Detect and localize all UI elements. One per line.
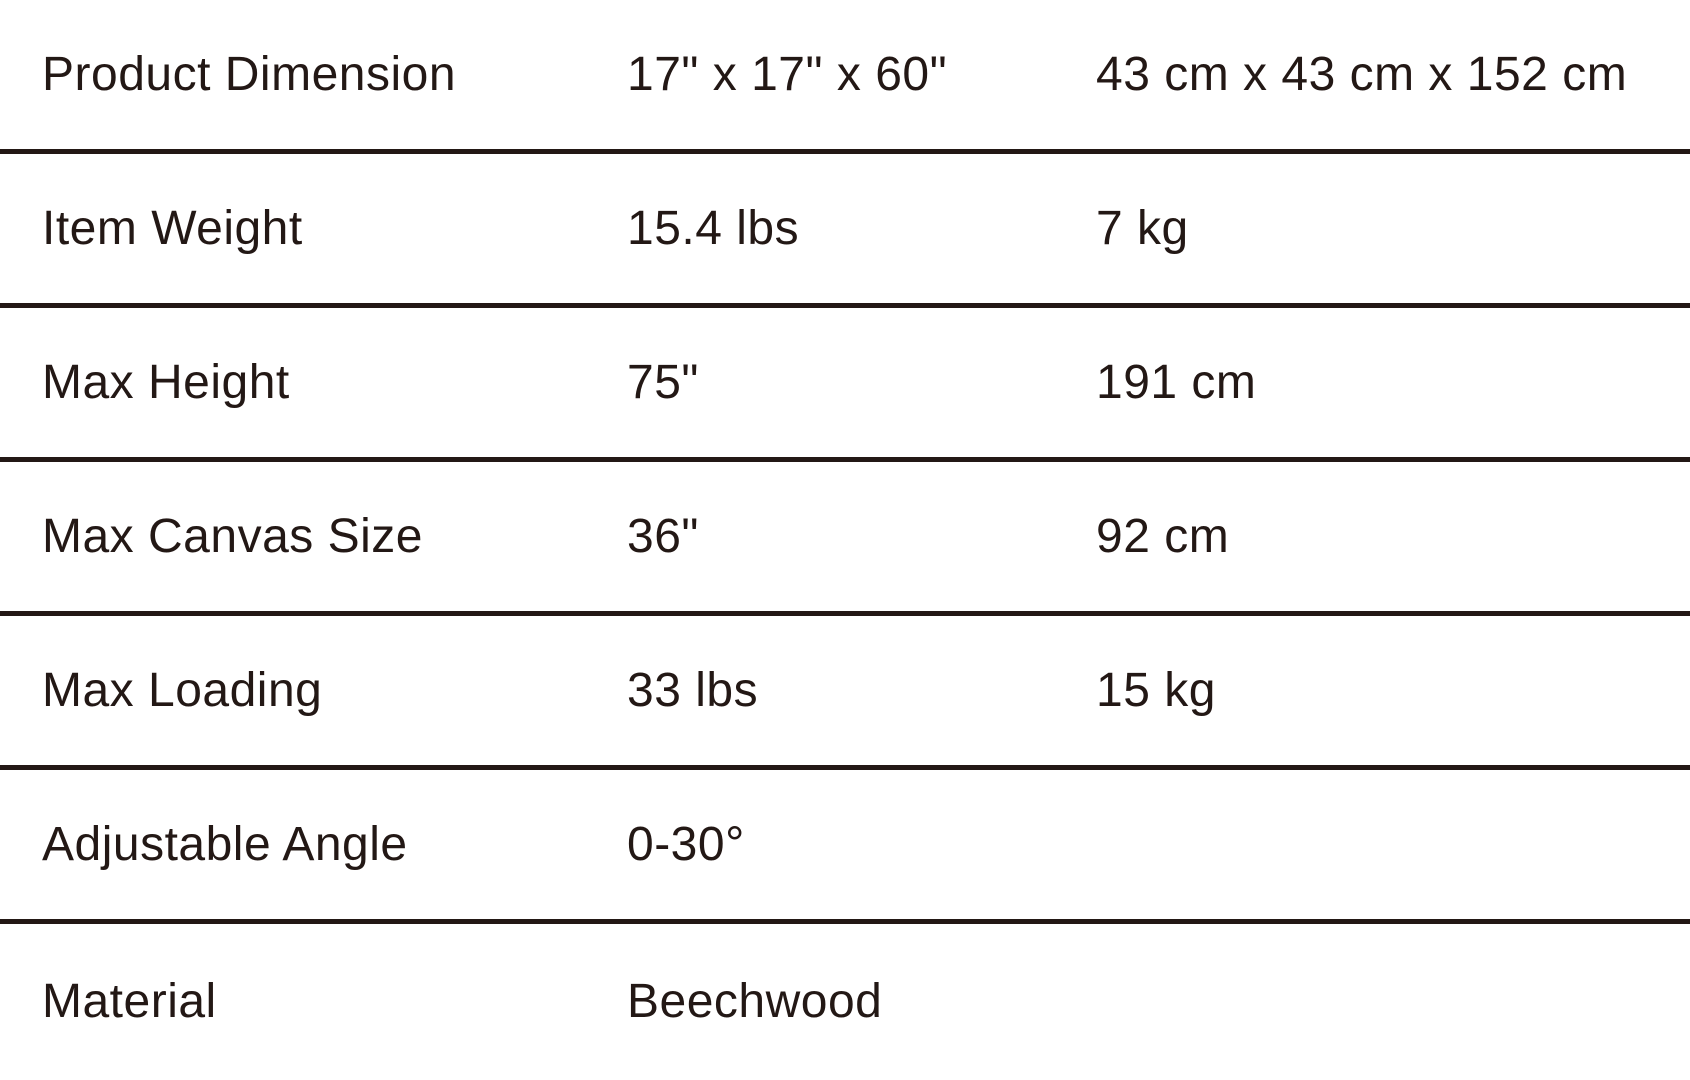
spec-value-imperial: 0-30° <box>627 817 745 871</box>
spec-label: Material <box>42 975 217 1028</box>
spec-value-imperial: 36" <box>627 509 699 563</box>
spec-row-max-loading: Max Loading 33 lbs 15 kg <box>0 616 1690 770</box>
spec-value-imperial: 15.4 lbs <box>627 201 800 255</box>
spec-value-metric: 7 kg <box>1096 201 1189 255</box>
spec-label: Adjustable Angle <box>42 817 408 871</box>
spec-label: Max Loading <box>42 663 323 717</box>
spec-value-imperial: 33 lbs <box>627 663 759 717</box>
spec-value-imperial: 17" x 17" x 60" <box>627 47 948 101</box>
spec-value-metric: 191 cm <box>1096 355 1257 409</box>
spec-label: Product Dimension <box>42 47 457 101</box>
spec-value-metric: 43 cm x 43 cm x 152 cm <box>1096 47 1628 101</box>
spec-row-product-dimension: Product Dimension 17" x 17" x 60" 43 cm … <box>0 0 1690 154</box>
spec-row-max-height: Max Height 75" 191 cm <box>0 308 1690 462</box>
spec-value-imperial: 75" <box>627 355 699 409</box>
spec-row-max-canvas-size: Max Canvas Size 36" 92 cm <box>0 462 1690 616</box>
spec-row-adjustable-angle: Adjustable Angle 0-30° <box>0 770 1690 924</box>
spec-label: Max Height <box>42 355 290 409</box>
spec-label: Item Weight <box>42 201 303 255</box>
spec-value-metric: 92 cm <box>1096 509 1230 563</box>
spec-label: Max Canvas Size <box>42 509 423 563</box>
spec-value-metric: 15 kg <box>1096 663 1216 717</box>
spec-row-item-weight: Item Weight 15.4 lbs 7 kg <box>0 154 1690 308</box>
spec-row-material: Material Beechwood <box>0 924 1690 1080</box>
spec-value-imperial: Beechwood <box>627 975 883 1028</box>
